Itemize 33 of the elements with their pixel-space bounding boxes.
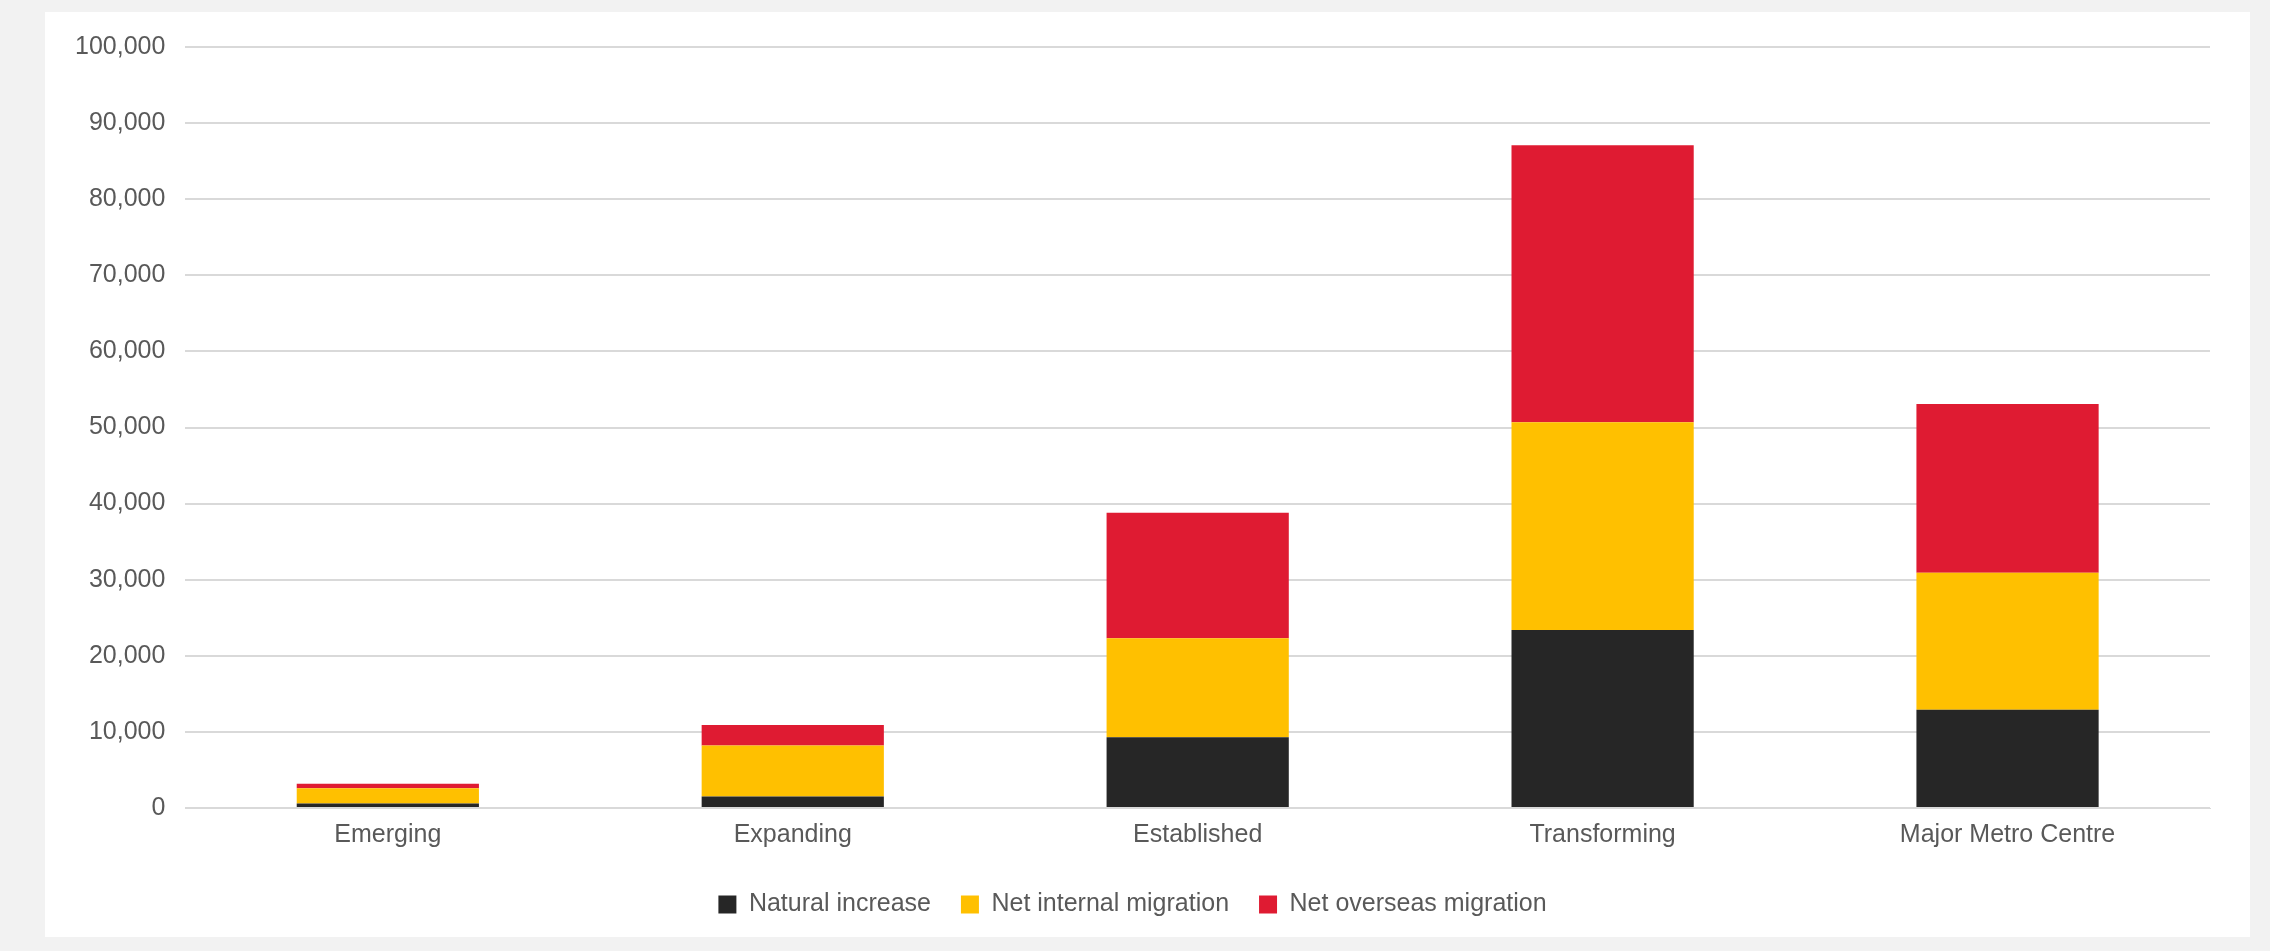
x-tick-label: Expanding	[733, 818, 852, 847]
bar	[1916, 572, 2099, 710]
x-tick-label: Established	[1133, 818, 1263, 847]
legend-label: Natural increase	[748, 888, 931, 917]
legend-label: Net overseas migration	[1289, 888, 1547, 917]
y-tick-label: 30,000	[88, 563, 166, 592]
bar	[1511, 629, 1694, 807]
bar	[1916, 403, 2099, 573]
bar	[701, 796, 884, 807]
bar	[1106, 512, 1289, 639]
bar	[701, 745, 884, 797]
x-tick-label: Transforming	[1529, 818, 1676, 847]
y-tick-label: 40,000	[88, 487, 166, 516]
bar	[701, 725, 884, 746]
bar	[1106, 638, 1289, 738]
bar	[296, 788, 479, 804]
y-tick-label: 70,000	[88, 259, 166, 288]
y-tick-label: 90,000	[88, 106, 166, 135]
bar	[1106, 737, 1289, 807]
y-tick-label: 60,000	[88, 335, 166, 364]
y-tick-label: 0	[151, 791, 166, 820]
bar	[1916, 709, 2099, 807]
y-tick-label: 20,000	[88, 639, 166, 668]
y-tick-label: 100,000	[74, 30, 166, 59]
bar	[1511, 422, 1694, 630]
y-tick-label: 50,000	[88, 411, 166, 440]
legend-label: Net internal migration	[991, 888, 1230, 917]
x-tick-label: Major Metro Centre	[1899, 818, 2116, 847]
y-tick-label: 80,000	[88, 183, 166, 212]
bar	[296, 803, 479, 807]
y-tick-label: 10,000	[88, 715, 166, 744]
bar	[1511, 145, 1694, 423]
x-tick-label: Emerging	[334, 818, 442, 847]
